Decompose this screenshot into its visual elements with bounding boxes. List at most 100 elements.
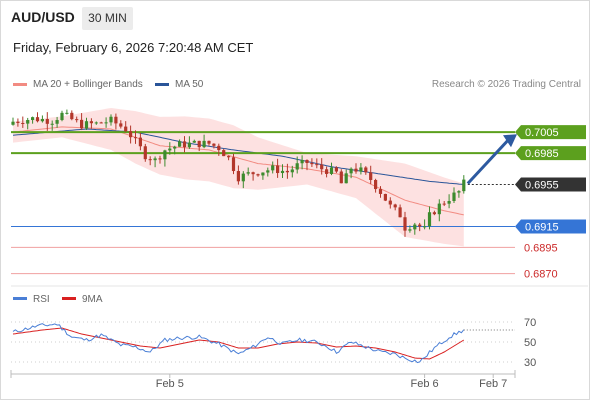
candle-body bbox=[344, 173, 348, 184]
level-tag-0.6985 bbox=[515, 146, 586, 161]
rsi-ma-label: 9MA bbox=[82, 294, 103, 305]
candle-body bbox=[246, 172, 250, 174]
candle-body bbox=[26, 120, 30, 124]
legend-ma20: MA 20 + Bollinger Bands bbox=[13, 79, 143, 90]
candle-body bbox=[202, 140, 206, 148]
ma50-swatch bbox=[155, 83, 169, 86]
candle-body bbox=[423, 226, 427, 228]
candle-body bbox=[320, 164, 324, 170]
forecast-arrow-shaft bbox=[466, 138, 511, 185]
candle-body bbox=[339, 171, 343, 184]
rsi-tick-50: 50 bbox=[524, 337, 536, 349]
candle-body bbox=[168, 148, 172, 151]
candle-body bbox=[271, 165, 275, 171]
candle-body bbox=[84, 121, 89, 129]
candle-body bbox=[310, 163, 314, 165]
candle-body bbox=[359, 167, 363, 172]
candle-body bbox=[158, 158, 162, 160]
candle-body bbox=[197, 140, 201, 148]
candle-body bbox=[11, 121, 15, 125]
candle-body bbox=[70, 112, 74, 120]
ma20-line bbox=[12, 126, 464, 216]
candle-body bbox=[261, 172, 265, 176]
candle-body bbox=[40, 119, 44, 122]
candle-body bbox=[325, 169, 329, 174]
time-label-Feb 6: Feb 6 bbox=[411, 378, 439, 390]
candle-body bbox=[31, 117, 35, 121]
candle-body bbox=[153, 158, 157, 161]
candle-body bbox=[114, 116, 118, 124]
candle-body bbox=[231, 157, 236, 172]
candle-body bbox=[173, 146, 177, 149]
candle-body bbox=[383, 193, 387, 201]
candle-body bbox=[349, 168, 353, 174]
candle-body bbox=[187, 142, 191, 148]
candle-body bbox=[315, 164, 319, 166]
level-tag-0.6955 bbox=[515, 177, 586, 192]
candle-body bbox=[104, 122, 108, 124]
level-label-0.6985: 0.6985 bbox=[525, 148, 559, 160]
candle-body bbox=[388, 200, 392, 205]
candle-body bbox=[457, 191, 461, 193]
candle-body bbox=[369, 172, 373, 180]
rsi-ma-line bbox=[12, 327, 465, 360]
candle-body bbox=[163, 150, 167, 160]
candle-body bbox=[89, 121, 93, 124]
candle-body bbox=[354, 168, 358, 172]
candle-body bbox=[280, 170, 285, 174]
candle-body bbox=[99, 122, 103, 124]
symbol-title: AUD/USD bbox=[11, 9, 75, 25]
candle-body bbox=[109, 116, 113, 123]
candle-body bbox=[447, 201, 451, 204]
candle-body bbox=[432, 212, 436, 215]
ma20-swatch bbox=[13, 83, 27, 86]
candle-body bbox=[398, 207, 402, 218]
level-label-0.6915: 0.6915 bbox=[525, 221, 559, 233]
timeframe-badge[interactable]: 30 MIN bbox=[82, 7, 133, 30]
candle-body bbox=[21, 122, 25, 124]
candle-body bbox=[378, 189, 383, 194]
candle-body bbox=[427, 212, 432, 227]
rsi-tick-30: 30 bbox=[524, 357, 536, 369]
candle-body bbox=[300, 159, 304, 164]
candle-body bbox=[413, 224, 417, 230]
candle-body bbox=[236, 171, 240, 182]
candle-body bbox=[217, 145, 221, 151]
candle-body bbox=[364, 167, 368, 173]
level-label-0.6895: 0.6895 bbox=[524, 242, 558, 254]
candle-body bbox=[374, 179, 378, 190]
candle-body bbox=[75, 119, 79, 121]
level-label-0.7005: 0.7005 bbox=[525, 127, 559, 139]
ma50-line bbox=[12, 128, 464, 185]
forecast-arrow-head bbox=[503, 134, 517, 148]
candle-body bbox=[241, 173, 245, 182]
candle-body bbox=[119, 123, 123, 127]
candle-body bbox=[182, 141, 187, 148]
candle-body bbox=[393, 204, 397, 208]
candle-body bbox=[65, 112, 69, 114]
candle-body bbox=[94, 122, 98, 124]
research-credit: Research © 2026 Trading Central bbox=[431, 79, 581, 90]
candle-body bbox=[305, 159, 309, 164]
candle-body bbox=[251, 172, 255, 175]
rsi-ma-swatch bbox=[62, 297, 76, 300]
time-label-Feb 5: Feb 5 bbox=[156, 378, 184, 390]
candle-body bbox=[256, 174, 260, 176]
candle-body bbox=[227, 156, 231, 158]
candle-body bbox=[148, 159, 152, 161]
candle-body bbox=[295, 163, 299, 170]
candle-body bbox=[462, 179, 466, 192]
candle-body bbox=[138, 137, 142, 147]
candle-body bbox=[437, 203, 441, 215]
ma20-label: MA 20 + Bollinger Bands bbox=[33, 79, 143, 90]
time-label-Feb 7: Feb 7 bbox=[479, 378, 507, 390]
candle-body bbox=[133, 137, 138, 139]
candle-body bbox=[266, 170, 270, 173]
level-label-0.6955: 0.6955 bbox=[525, 180, 559, 192]
level-tag-0.6915 bbox=[515, 219, 586, 234]
candle-body bbox=[129, 131, 133, 138]
candle-body bbox=[60, 112, 64, 121]
candle-body bbox=[143, 146, 147, 160]
candle-body bbox=[16, 121, 20, 123]
